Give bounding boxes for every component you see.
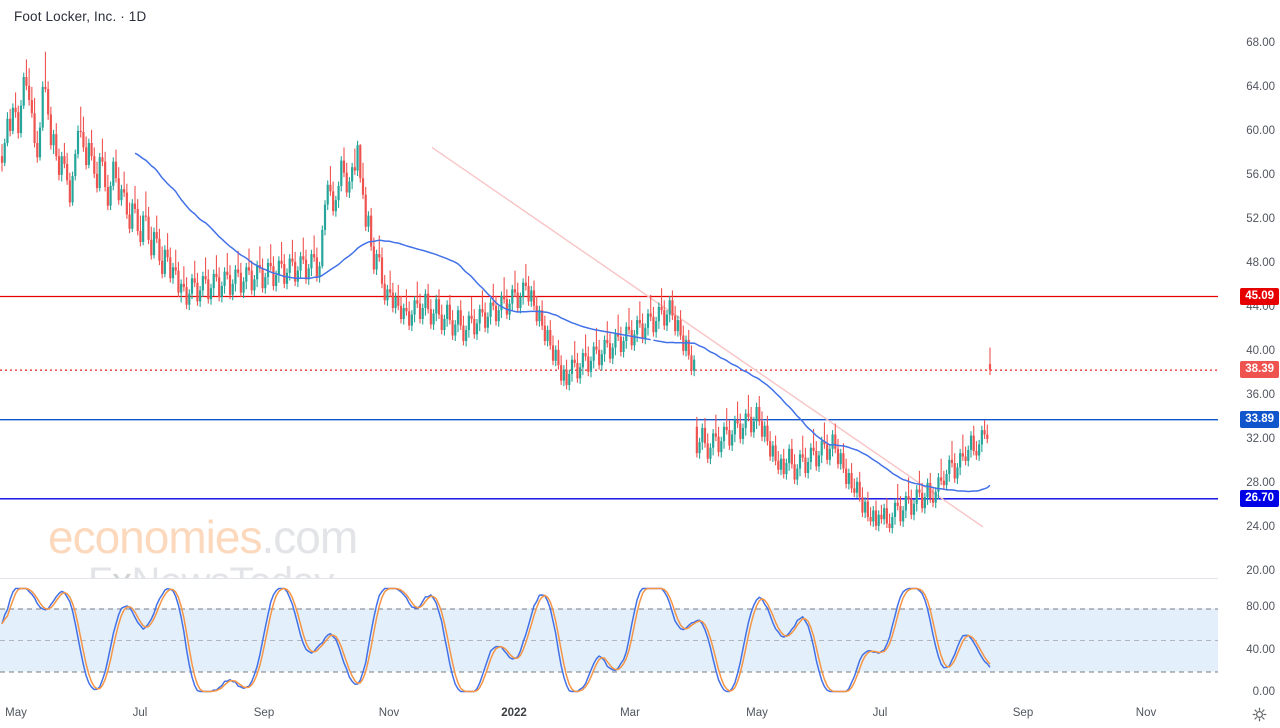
candle-series xyxy=(0,51,992,534)
time-axis[interactable]: May Jul Sep Nov 2022 Mar May Jul Sep Nov xyxy=(0,701,1280,728)
support-level-badge-2[interactable]: 26.70 xyxy=(1240,489,1279,507)
time-tick-nov: Nov xyxy=(378,707,400,719)
price-tick-48-00: 48.00 xyxy=(1246,257,1275,269)
time-tick-2022: 2022 xyxy=(501,707,527,719)
support-level-badge-1[interactable]: 33.89 xyxy=(1240,410,1279,428)
price-axis[interactable]: 68.00 64.00 60.00 56.00 52.00 48.00 44.00 40.00… xyxy=(1218,32,1280,701)
price-tick-20-00: 20.00 xyxy=(1246,565,1275,577)
price-tick-28-00: 28.00 xyxy=(1246,477,1275,489)
price-tick-60-00: 60.00 xyxy=(1246,125,1275,137)
stoch-k-line xyxy=(1,587,991,693)
time-tick-sep: Sep xyxy=(253,707,275,719)
downtrend-line[interactable] xyxy=(431,146,984,528)
time-tick-sep: Sep xyxy=(1012,707,1034,719)
last-price-badge[interactable]: 38.39 xyxy=(1240,361,1279,379)
price-tick-52-00: 52.00 xyxy=(1246,213,1275,225)
pane-divider xyxy=(0,578,1218,579)
time-tick-may: May xyxy=(5,707,27,719)
symbol-title[interactable]: Foot Locker, Inc. · 1D xyxy=(14,8,147,24)
moving-average-line xyxy=(134,152,991,493)
price-tick-68-00: 68.00 xyxy=(1246,37,1275,49)
price-tick-32-00: 32.00 xyxy=(1246,433,1275,445)
price-tick-24-00: 24.00 xyxy=(1246,521,1275,533)
price-pane[interactable]: economies.com FxNewsToday xyxy=(0,32,1218,578)
gear-icon[interactable] xyxy=(1252,707,1267,722)
time-tick-jul: Jul xyxy=(132,707,148,719)
resistance-level-badge[interactable]: 45.09 xyxy=(1240,287,1279,305)
price-tick-40-00: 40.00 xyxy=(1246,345,1275,357)
stoch-d-line xyxy=(1,587,991,693)
time-tick-jul: Jul xyxy=(872,707,888,719)
price-tick-44-00: 44.00 xyxy=(1246,301,1275,313)
price-tick-56-00: 56.00 xyxy=(1246,169,1275,181)
price-tick-36-00: 36.00 xyxy=(1246,389,1275,401)
price-tick-64-00: 64.00 xyxy=(1246,81,1275,93)
stochastic-chart-svg xyxy=(0,587,1218,693)
stoch-tick-0-00: 0.00 xyxy=(1252,685,1275,698)
time-tick-may: May xyxy=(746,707,768,719)
chart-header: Foot Locker, Inc. · 1D xyxy=(0,0,1280,32)
time-tick-nov: Nov xyxy=(1135,707,1157,719)
time-tick-mar: Mar xyxy=(620,707,640,719)
indicator-pane[interactable] xyxy=(0,579,1218,701)
stoch-tick-80-00: 80.00 xyxy=(1246,601,1275,614)
stoch-tick-40-00: 40.00 xyxy=(1246,643,1275,656)
price-chart-svg xyxy=(0,51,1218,534)
